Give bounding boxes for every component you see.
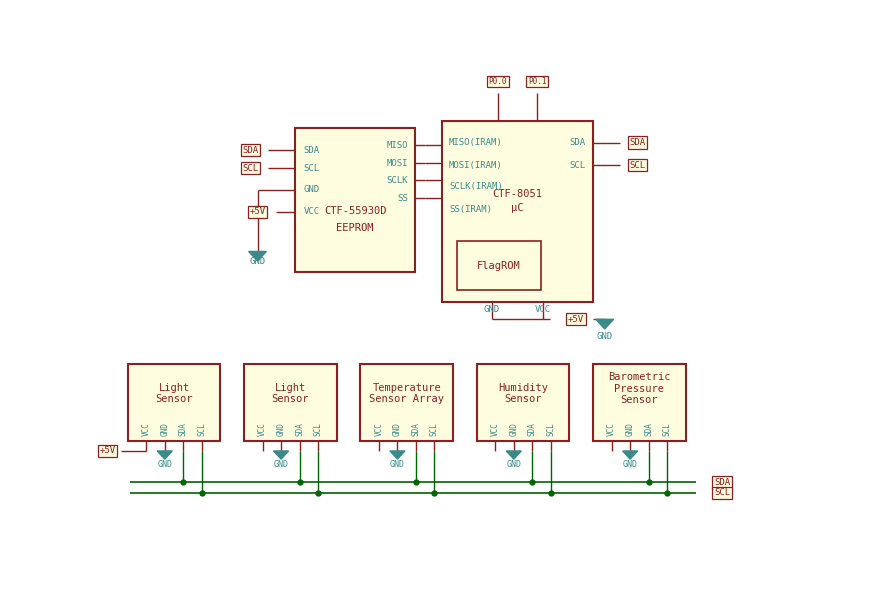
Text: SDA: SDA [630,138,645,147]
Text: SCL: SCL [197,422,207,436]
Text: GND: GND [276,422,285,436]
Text: SCLK: SCLK [387,176,408,185]
Text: GND: GND [484,305,500,314]
Text: GND: GND [393,422,402,436]
Text: Light
Sensor: Light Sensor [272,382,309,404]
Polygon shape [390,451,405,459]
Text: SCL: SCL [714,488,730,497]
Text: CTF-8051: CTF-8051 [493,189,542,199]
Bar [477,364,570,441]
Text: EEPROM: EEPROM [336,223,374,234]
Text: GND: GND [597,332,613,341]
Text: Barometric
Pressure
Sensor: Barometric Pressure Sensor [608,372,670,405]
Text: GND: GND [506,461,521,470]
Text: SDA: SDA [178,422,188,436]
Text: SDA: SDA [714,478,730,487]
Text: P0.1: P0.1 [528,77,547,86]
Text: GND: GND [157,461,172,470]
Text: MISO: MISO [387,141,408,150]
Text: VCC: VCC [608,422,616,436]
Text: MOSI: MOSI [387,158,408,167]
Text: GND: GND [626,422,635,436]
Text: GND: GND [304,185,320,194]
Text: VCC: VCC [258,422,268,436]
Polygon shape [274,451,289,459]
Text: SCL: SCL [630,161,645,170]
Text: GND: GND [390,461,405,470]
Text: SDA: SDA [243,146,259,155]
Text: +5V: +5V [568,315,584,324]
Text: GND: GND [161,422,170,436]
Text: SCL: SCL [547,422,555,436]
Text: SDA: SDA [304,146,320,155]
Polygon shape [249,252,267,261]
Text: VCC: VCC [535,305,551,314]
Text: SCL: SCL [570,161,586,170]
Text: P0.0: P0.0 [488,77,507,86]
Text: SS: SS [397,194,408,203]
Text: Light
Sensor: Light Sensor [155,382,192,404]
Bar [128,364,220,441]
Bar [295,128,415,272]
Polygon shape [157,451,172,459]
Text: SS(IRAM): SS(IRAM) [449,205,492,214]
Bar [593,364,685,441]
Polygon shape [623,451,638,459]
Text: SDA: SDA [570,138,586,147]
Text: SDA: SDA [528,422,537,436]
Text: +5V: +5V [99,447,116,456]
Text: GND: GND [274,461,289,470]
Text: Humidity
Sensor: Humidity Sensor [498,382,548,404]
Polygon shape [506,451,521,459]
Text: SDA: SDA [411,422,420,436]
Text: SCL: SCL [304,164,320,173]
Bar [245,364,336,441]
Text: CTF-55930D: CTF-55930D [324,206,386,216]
Text: SDA: SDA [295,422,304,436]
Text: MISO(IRAM): MISO(IRAM) [449,138,502,147]
Text: SDA: SDA [644,422,653,436]
Text: FlagROM: FlagROM [477,261,521,270]
Text: SCL: SCL [430,422,439,436]
Text: SCLK(IRAM): SCLK(IRAM) [449,182,502,191]
Text: SCL: SCL [313,422,322,436]
Text: MOSI(IRAM): MOSI(IRAM) [449,161,502,170]
Text: GND: GND [623,461,638,470]
Text: GND: GND [249,257,266,266]
Text: VCC: VCC [491,422,500,436]
Text: μC: μC [511,203,524,213]
Text: Temperature
Sensor Array: Temperature Sensor Array [369,382,444,404]
Polygon shape [596,319,614,329]
Text: VCC: VCC [304,208,320,217]
Bar [360,364,453,441]
Text: VCC: VCC [374,422,383,436]
Text: SCL: SCL [243,164,259,173]
Text: GND: GND [509,422,518,436]
Bar [442,121,592,302]
Text: +5V: +5V [249,208,266,217]
Text: SCL: SCL [662,422,672,436]
Text: VCC: VCC [142,422,151,436]
Bar [457,241,541,290]
